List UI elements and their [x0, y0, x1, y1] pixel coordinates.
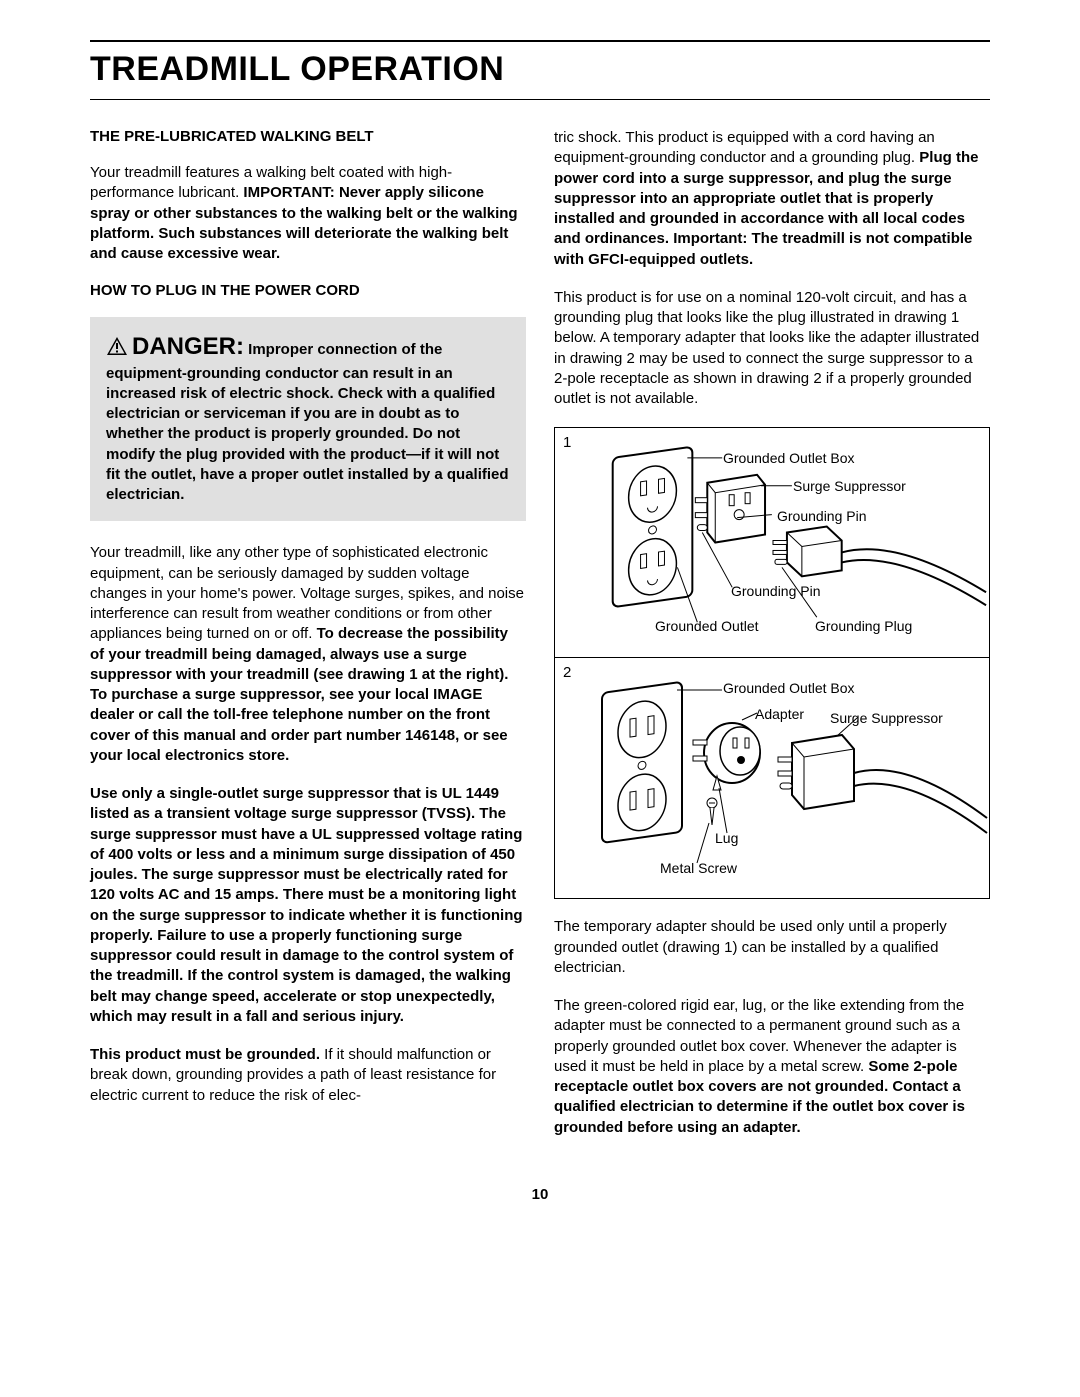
two-column-layout: THE PRE-LUBRICATED WALKING BELT Your tre… [90, 128, 990, 1156]
label-surge-1: Surge Suppressor [793, 478, 906, 494]
label-gpin-1b: Grounding Pin [731, 583, 821, 599]
para-grounded: This product must be grounded. If it sho… [90, 1045, 526, 1106]
danger-callout: DANGER: Improper connection of the equip… [90, 317, 526, 521]
page-title: TREADMILL OPERATION [90, 50, 990, 89]
panel-1-number: 1 [563, 434, 571, 451]
para-right-2: This product is for use on a nominal 120… [554, 288, 990, 410]
label-outlet-box-1: Grounded Outlet Box [723, 450, 855, 466]
danger-word: DANGER: [132, 333, 244, 360]
danger-body: Improper connection of the equipment-gro… [106, 341, 509, 503]
heading-belt: THE PRE-LUBRICATED WALKING BELT [90, 128, 526, 145]
panel-2-number: 2 [563, 664, 571, 681]
label-surge-2: Surge Suppressor [830, 710, 943, 726]
para-surge-b: To decrease the possibility of your trea… [90, 625, 508, 764]
label-adapter: Adapter [755, 706, 804, 722]
right-column: tric shock. This product is equipped wit… [554, 128, 990, 1156]
para-right-1: tric shock. This product is equipped wit… [554, 128, 990, 270]
label-outlet-box-2: Grounded Outlet Box [723, 680, 855, 696]
label-grounding-plug: Grounding Plug [815, 618, 912, 634]
left-column: THE PRE-LUBRICATED WALKING BELT Your tre… [90, 128, 526, 1156]
rule-under-title [90, 99, 990, 100]
para-right-1a: tric shock. This product is equipped wit… [554, 129, 935, 166]
warning-icon [106, 336, 128, 356]
label-lug: Lug [715, 830, 738, 846]
rule-top [90, 40, 990, 42]
diagram-container: 1 [554, 427, 990, 899]
label-grounded-outlet: Grounded Outlet [655, 618, 759, 634]
danger-text: DANGER: Improper connection of the equip… [106, 331, 510, 505]
para-surge-spec: Use only a single-outlet surge suppresso… [90, 784, 526, 1027]
para-grounded-a: This product must be grounded. [90, 1046, 320, 1063]
label-gpin-1a: Grounding Pin [777, 508, 867, 524]
diagram-panel-2: 2 [555, 658, 989, 898]
para-belt: Your treadmill features a walking belt c… [90, 163, 526, 264]
heading-powercord: HOW TO PLUG IN THE POWER CORD [90, 282, 526, 299]
label-metal-screw: Metal Screw [660, 860, 737, 876]
diagram-panel-1: 1 [555, 428, 989, 658]
para-right-4: The green-colored rigid ear, lug, or the… [554, 996, 990, 1138]
para-surge-intro: Your treadmill, like any other type of s… [90, 543, 526, 766]
para-right-3: The temporary adapter should be used onl… [554, 917, 990, 978]
page-number: 10 [90, 1186, 990, 1203]
para-right-1b: Plug the power cord into a surge suppres… [554, 149, 978, 267]
